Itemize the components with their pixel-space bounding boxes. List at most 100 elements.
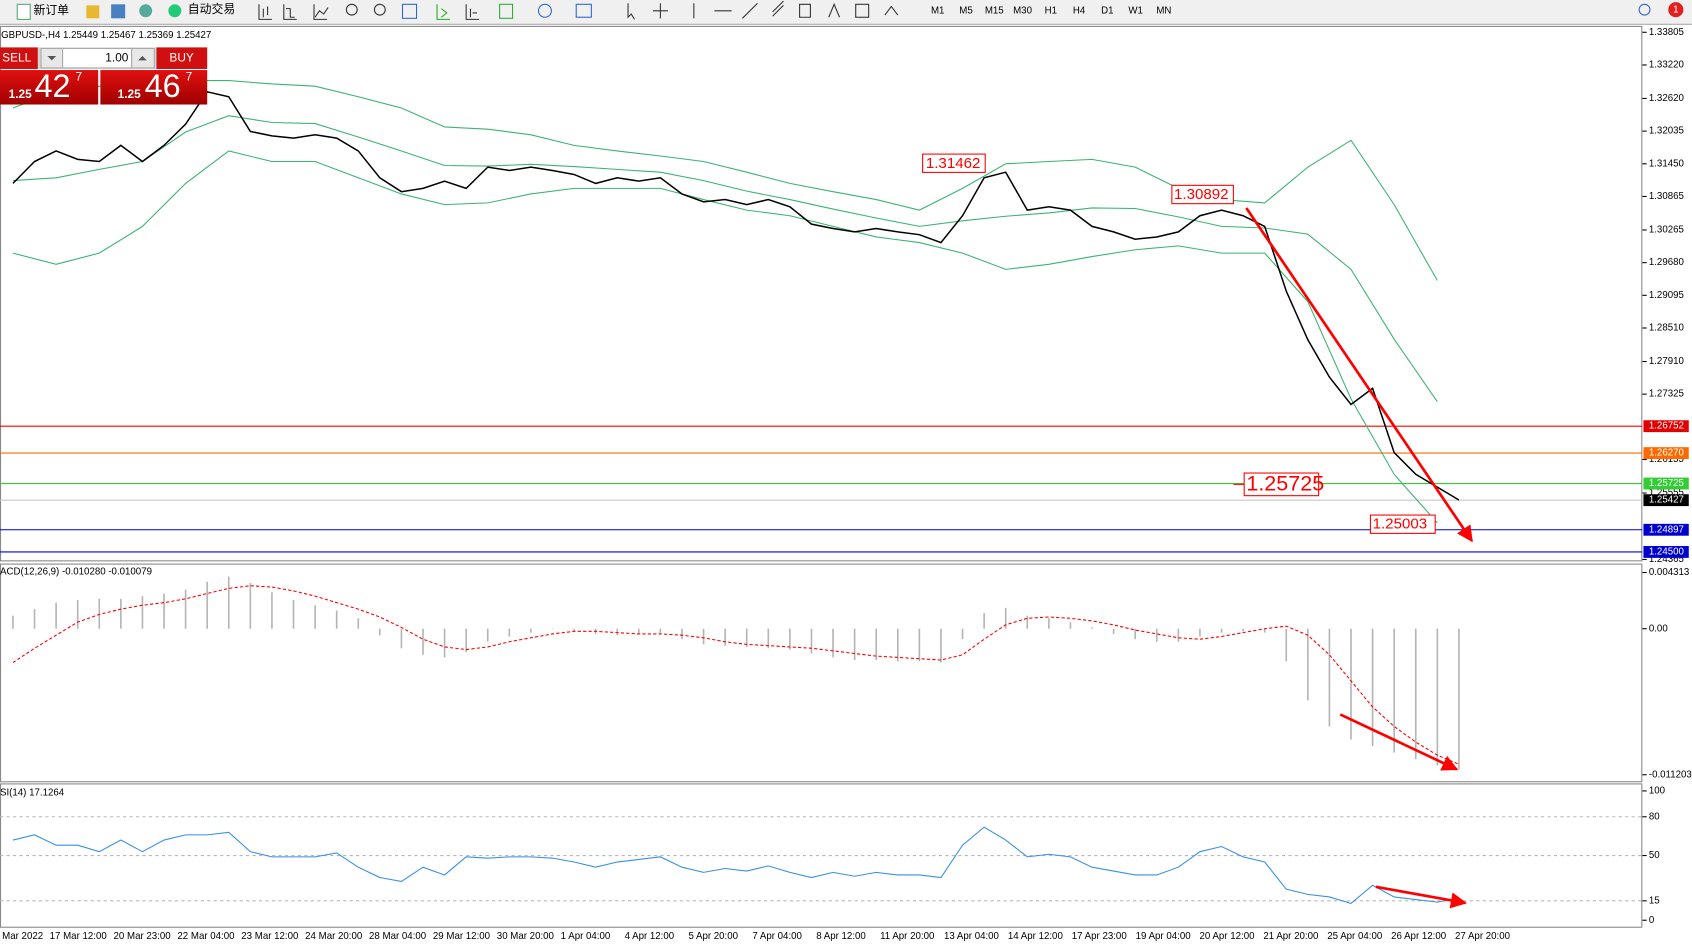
- timeframe-button[interactable]: MN: [1156, 5, 1171, 16]
- price-level-label: 1.24897: [1649, 524, 1684, 535]
- ask-price-box[interactable]: [100, 70, 208, 105]
- timeframe-button[interactable]: M30: [1013, 5, 1032, 16]
- y-tick-label: 1.27325: [1649, 389, 1684, 400]
- macd-bar: [98, 598, 101, 629]
- timeframe-button[interactable]: W1: [1128, 5, 1143, 16]
- price-level-label: 1.25725: [1649, 478, 1684, 489]
- icon[interactable]: [436, 4, 450, 20]
- x-tick-label: 28 Mar 04:00: [369, 931, 427, 942]
- macd-bar: [1069, 622, 1072, 629]
- icon[interactable]: [139, 4, 153, 18]
- y-tick-label: 1.32620: [1649, 93, 1685, 104]
- icon[interactable]: [828, 2, 841, 18]
- x-tick-label: 1 Apr 04:00: [561, 931, 611, 942]
- macd-bar: [940, 628, 942, 663]
- icon[interactable]: [373, 3, 386, 16]
- y-tick-label: 1.26155: [1649, 454, 1684, 465]
- price-level-tag: [1643, 523, 1689, 536]
- icon[interactable]: [537, 3, 552, 18]
- price-level-label: 1.24500: [1649, 547, 1685, 558]
- annotation-box: [1171, 184, 1234, 205]
- icon[interactable]: [742, 2, 758, 19]
- x-tick-label: 7 Apr 04:00: [752, 931, 802, 942]
- x-tick-label: 17 Mar 12:00: [50, 931, 108, 942]
- y-tick-label: 15: [1649, 895, 1660, 906]
- icon[interactable]: [111, 4, 126, 19]
- bid-price-box[interactable]: [0, 70, 99, 105]
- icon[interactable]: [855, 3, 870, 18]
- macd-bar: [638, 628, 640, 634]
- macd-bar: [1048, 618, 1050, 629]
- annotation-box: [1369, 514, 1436, 534]
- macd-bar: [227, 576, 230, 629]
- sell-label: SELL: [2, 50, 31, 64]
- y-tick-label: 0.004313: [1649, 567, 1689, 578]
- icon[interactable]: [283, 4, 297, 20]
- search-icon[interactable]: [1638, 3, 1651, 16]
- macd-bar: [551, 628, 554, 630]
- icon[interactable]: [499, 3, 514, 19]
- icon[interactable]: [258, 4, 272, 20]
- macd-bar: [573, 628, 575, 632]
- macd-bar: [1112, 628, 1115, 634]
- timeframe-button[interactable]: M5: [959, 5, 972, 16]
- annotation: 1.25725: [1246, 471, 1324, 496]
- y-tick-label: 1.30265: [1649, 225, 1684, 236]
- macd-bar: [314, 605, 316, 629]
- macd-bar: [357, 618, 360, 629]
- price-line: [12, 90, 1460, 501]
- macd-bar: [486, 628, 489, 642]
- y-tick-label: 1.25555: [1649, 488, 1684, 499]
- icon: [168, 4, 182, 18]
- y-tick-label: 1.28510: [1649, 323, 1685, 334]
- icon[interactable]: [799, 3, 811, 18]
- icon[interactable]: [652, 3, 668, 19]
- buy-button[interactable]: [156, 47, 208, 69]
- alert-badge[interactable]: [1668, 2, 1684, 18]
- y-tick-label: 1.33805: [1649, 27, 1684, 38]
- y-tick-label: 0.00: [1649, 623, 1668, 634]
- macd-bar: [1263, 628, 1266, 633]
- icon[interactable]: [627, 3, 635, 20]
- timeframe-button[interactable]: M15: [985, 5, 1004, 16]
- ask-fraction: 7: [186, 70, 193, 84]
- timeframe-button[interactable]: H4: [1073, 5, 1086, 16]
- macd-bar: [918, 628, 921, 662]
- macd-bar: [810, 628, 813, 654]
- timeframe-button[interactable]: D1: [1101, 5, 1113, 16]
- macd-bar: [184, 589, 187, 629]
- bid-pips: 42: [35, 68, 71, 104]
- new-order-button[interactable]: 新订单: [16, 3, 69, 20]
- macd-bar: [1458, 628, 1460, 770]
- x-tick-label: 25 Apr 04:00: [1327, 931, 1383, 942]
- icon[interactable]: [86, 5, 100, 19]
- toolbar-icons[interactable]: [258, 0, 1651, 20]
- icon[interactable]: [575, 3, 592, 18]
- macd-bar: [422, 628, 424, 655]
- macd-bar: [681, 628, 683, 640]
- icon[interactable]: [401, 3, 418, 19]
- x-tick-label: 27 Apr 20:00: [1455, 931, 1511, 942]
- icon[interactable]: [772, 0, 784, 17]
- macd-bar: [616, 628, 619, 636]
- timeframe-button[interactable]: M1: [931, 5, 944, 16]
- y-tick-label: 1.29095: [1649, 290, 1684, 301]
- timeframe-button[interactable]: H1: [1045, 5, 1057, 16]
- axes: 1.33805 1.33220 1.32620 1.32035 1.31450 1.308…: [2, 27, 1692, 942]
- macd-bar: [1285, 628, 1288, 662]
- macd-bar: [508, 628, 511, 637]
- icon[interactable]: [465, 4, 480, 20]
- price-level-tag: [1643, 494, 1689, 507]
- y-tick-label: 1.27910: [1649, 356, 1685, 367]
- icon[interactable]: [313, 4, 329, 20]
- auto-trading-button[interactable]: 自动交易: [168, 2, 235, 18]
- y-tick-label: 1.31450: [1649, 158, 1685, 169]
- sell-button[interactable]: [0, 47, 38, 69]
- icon[interactable]: [884, 5, 899, 16]
- icon[interactable]: [345, 3, 358, 16]
- button-label: 新订单: [33, 3, 69, 17]
- trend-arrow: [1245, 207, 1473, 543]
- price-level-tag: [1643, 546, 1689, 558]
